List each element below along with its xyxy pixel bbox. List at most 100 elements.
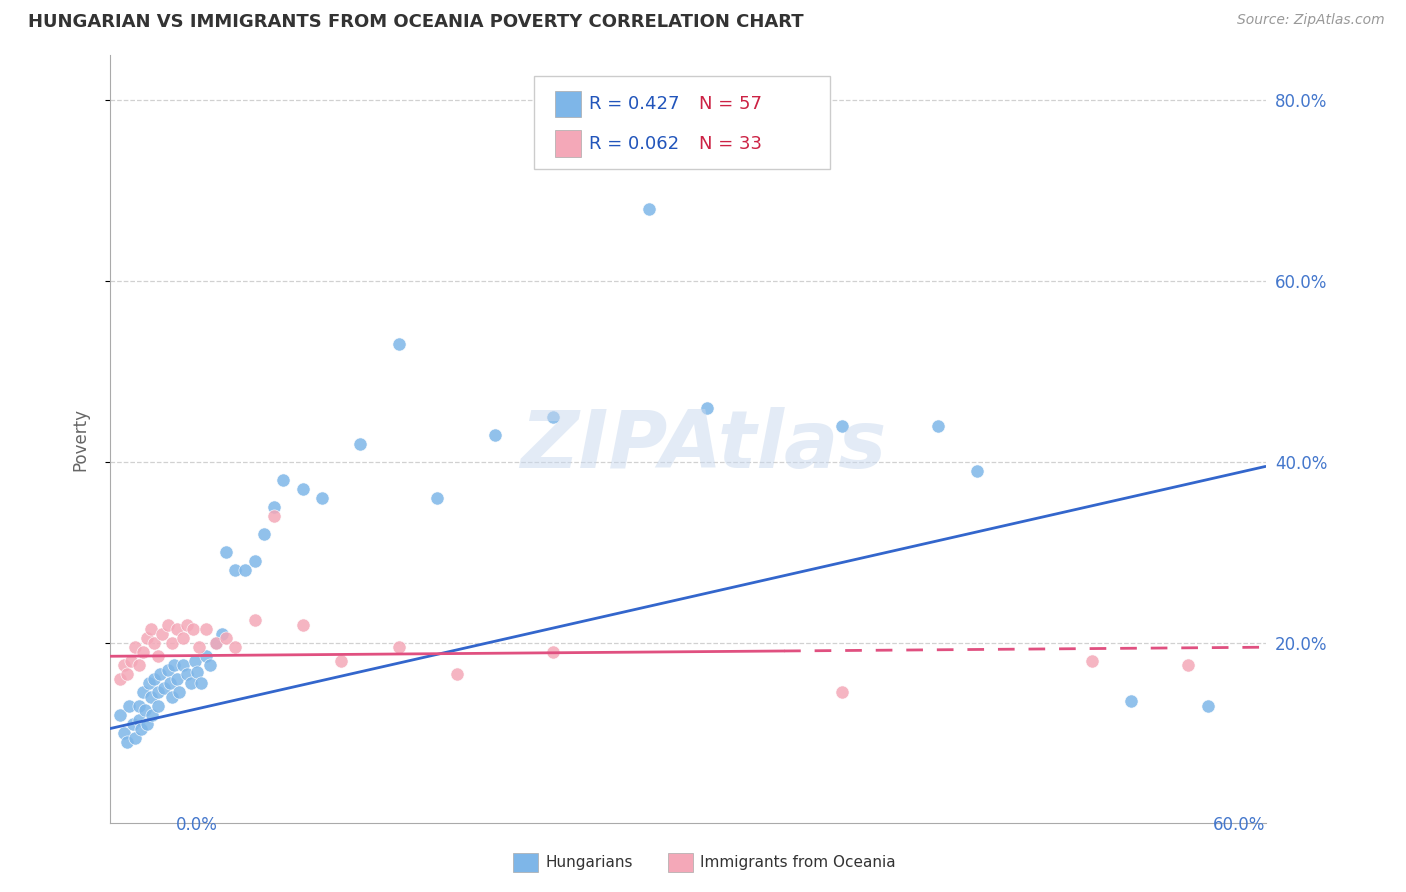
Point [124, 640, 146, 655]
Point [169, 685, 191, 699]
Text: N = 57: N = 57 [699, 95, 762, 113]
Point [263, 509, 285, 524]
Point [139, 690, 162, 704]
Point [112, 726, 135, 740]
Point [108, 708, 131, 723]
Point [128, 698, 150, 713]
Point [263, 500, 285, 515]
Point [638, 202, 661, 216]
Point [696, 401, 718, 415]
Point [172, 658, 194, 673]
Point [134, 704, 156, 718]
Point [205, 636, 228, 650]
Point [224, 563, 246, 577]
Point [966, 464, 988, 478]
Point [160, 690, 183, 704]
Point [122, 717, 145, 731]
Text: R = 0.062: R = 0.062 [589, 135, 679, 153]
Point [224, 640, 246, 655]
Point [1119, 694, 1142, 708]
Point [311, 491, 333, 505]
Point [349, 437, 371, 451]
Point [243, 613, 266, 627]
Point [205, 636, 228, 650]
Point [135, 717, 157, 731]
Text: Immigrants from Oceania: Immigrants from Oceania [700, 855, 896, 870]
Point [166, 622, 188, 636]
Text: N = 33: N = 33 [699, 135, 762, 153]
Point [124, 731, 146, 745]
Point [190, 676, 212, 690]
Point [129, 722, 152, 736]
Point [132, 685, 155, 699]
Point [141, 708, 163, 723]
Point [150, 626, 173, 640]
Point [181, 622, 204, 636]
Point [118, 698, 141, 713]
Point [156, 617, 179, 632]
Point [195, 622, 218, 636]
Point [149, 667, 172, 681]
Point [253, 527, 276, 541]
Point [426, 491, 449, 505]
Point [148, 649, 170, 664]
Point [446, 667, 468, 681]
Point [117, 735, 139, 749]
Point [187, 640, 209, 655]
Point [180, 676, 202, 690]
Point [831, 685, 853, 699]
Point [120, 654, 142, 668]
Point [166, 672, 188, 686]
Point [214, 631, 236, 645]
Point [160, 636, 183, 650]
Point [156, 663, 179, 677]
Point [243, 554, 266, 568]
Point [388, 640, 411, 655]
Point [112, 658, 135, 673]
Point [159, 676, 181, 690]
Point [291, 482, 314, 496]
Point [541, 645, 564, 659]
Text: Source: ZipAtlas.com: Source: ZipAtlas.com [1237, 13, 1385, 28]
Point [927, 418, 949, 433]
Point [128, 658, 150, 673]
Point [831, 418, 853, 433]
Point [128, 713, 150, 727]
Point [291, 617, 314, 632]
Point [148, 698, 170, 713]
Point [184, 654, 207, 668]
Point [132, 645, 155, 659]
Text: 60.0%: 60.0% [1213, 816, 1265, 834]
Point [108, 672, 131, 686]
Point [176, 617, 198, 632]
Point [138, 676, 160, 690]
Text: HUNGARIAN VS IMMIGRANTS FROM OCEANIA POVERTY CORRELATION CHART: HUNGARIAN VS IMMIGRANTS FROM OCEANIA POV… [28, 13, 804, 31]
Point [200, 658, 222, 673]
Point [1197, 698, 1219, 713]
Text: Hungarians: Hungarians [546, 855, 633, 870]
Point [233, 563, 256, 577]
Point [388, 337, 411, 351]
Point [172, 631, 194, 645]
Point [211, 626, 233, 640]
Text: 0.0%: 0.0% [176, 816, 218, 834]
Point [195, 649, 218, 664]
Point [541, 409, 564, 424]
Point [143, 672, 166, 686]
Point [1177, 658, 1199, 673]
Text: R = 0.427: R = 0.427 [589, 95, 679, 113]
Point [1081, 654, 1104, 668]
Point [117, 667, 139, 681]
Y-axis label: Poverty: Poverty [72, 408, 89, 471]
Point [273, 473, 295, 487]
Point [139, 622, 162, 636]
Text: ZIPAtlas: ZIPAtlas [520, 407, 886, 485]
Point [176, 667, 198, 681]
Point [148, 685, 170, 699]
Point [135, 631, 157, 645]
Point [330, 654, 353, 668]
Point [484, 427, 506, 442]
Point [162, 658, 184, 673]
Point [143, 636, 166, 650]
Point [186, 665, 208, 679]
